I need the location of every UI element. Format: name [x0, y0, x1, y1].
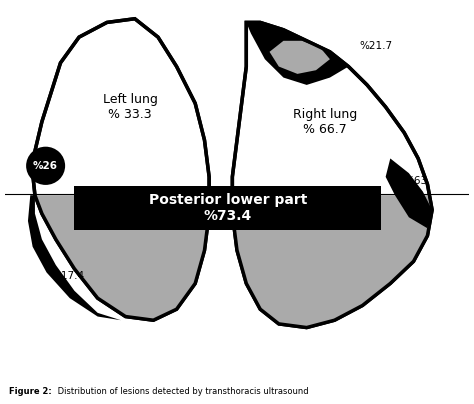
Polygon shape	[28, 195, 121, 320]
Text: %21.7: %21.7	[360, 41, 393, 51]
Polygon shape	[232, 22, 432, 328]
Ellipse shape	[26, 147, 65, 185]
Text: Figure 2:: Figure 2:	[9, 387, 52, 396]
Polygon shape	[246, 22, 348, 85]
FancyBboxPatch shape	[74, 186, 381, 230]
Text: %63: %63	[404, 175, 428, 185]
Text: Right lung
% 66.7: Right lung % 66.7	[293, 108, 357, 136]
Text: %26: %26	[33, 161, 58, 171]
Text: Posterior lower part
%73.4: Posterior lower part %73.4	[148, 193, 307, 223]
Polygon shape	[35, 195, 209, 320]
Polygon shape	[270, 41, 330, 74]
Polygon shape	[33, 19, 209, 320]
Text: %17.4: %17.4	[51, 271, 84, 281]
Polygon shape	[232, 195, 432, 328]
Text: Distribution of lesions detected by transthoracis ultrasound: Distribution of lesions detected by tran…	[55, 387, 308, 396]
Text: Left lung
% 33.3: Left lung % 33.3	[103, 93, 157, 121]
Polygon shape	[386, 158, 432, 228]
